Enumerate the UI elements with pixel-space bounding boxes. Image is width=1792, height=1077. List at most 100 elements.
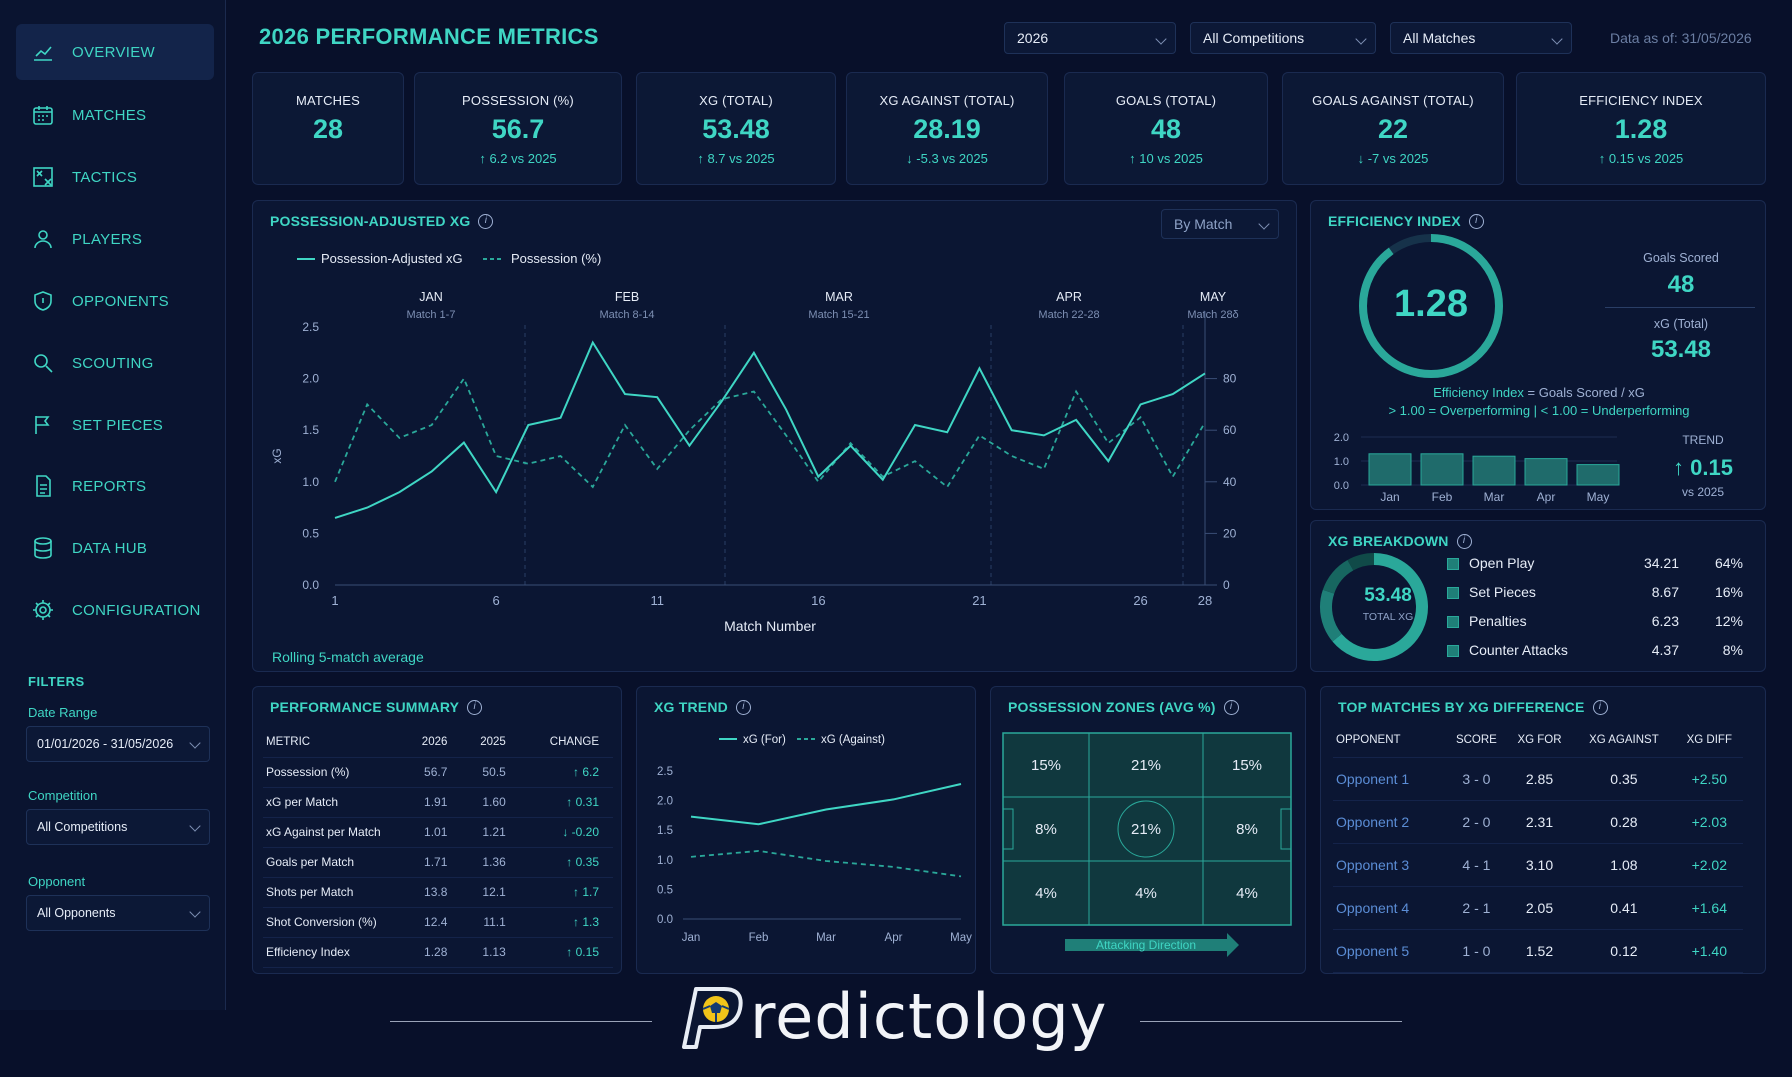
pax-view-select[interactable]: By Match xyxy=(1161,209,1279,239)
info-icon[interactable]: i xyxy=(478,213,494,229)
top-matches-cell: +1.40 xyxy=(1691,942,1728,959)
data-as-of: Data as of: 31/05/2026 xyxy=(1610,30,1752,46)
nav-item-opponents[interactable]: OPPONENTS xyxy=(16,273,214,329)
goals-scored-label: Goals Scored xyxy=(1643,251,1719,265)
trend-x-tick: May xyxy=(950,932,972,944)
donut-total: 53.48 xyxy=(1364,585,1412,606)
divider xyxy=(1605,307,1755,308)
series-xg-against-line xyxy=(690,850,962,878)
summary-cell: Possession (%) xyxy=(266,765,350,779)
table-row[interactable]: Opponent 2 2 - 0 2.31 0.28 +2.03 xyxy=(1333,800,1743,843)
competition-filter-select[interactable]: All Competitions xyxy=(1190,22,1376,54)
info-icon[interactable]: i xyxy=(467,699,483,715)
competition-select[interactable]: All Competitions xyxy=(26,809,210,845)
month-range: Match 1-7 xyxy=(407,309,456,321)
year-select[interactable]: 2026 xyxy=(1004,22,1176,54)
database-icon xyxy=(30,535,56,561)
summary-cell: 13.8 xyxy=(424,885,448,899)
sidebar: OVERVIEW MATCHES TACTICS PLAYERS OPPONENTS SC… xyxy=(0,0,226,1010)
info-icon[interactable]: i xyxy=(735,699,751,715)
summary-cell: ↓ -0.20 xyxy=(562,825,599,839)
info-icon[interactable]: i xyxy=(1592,699,1608,715)
nav-item-matches[interactable]: MATCHES xyxy=(16,87,214,143)
kpi-delta: ↓ -5.3 vs 2025 xyxy=(906,151,988,166)
efficiency-bar-chart: 0.0 1.0 2.0 Jan Feb Mar Apr May xyxy=(1334,432,1620,504)
donut-slice-open-play xyxy=(1332,553,1428,661)
kpi-label: GOALS AGAINST (TOTAL) xyxy=(1312,93,1474,108)
nav-item-players[interactable]: PLAYERS xyxy=(16,211,214,267)
kpi-label: EFFICIENCY INDEX xyxy=(1579,93,1703,108)
trend-x-tick: Apr xyxy=(885,932,903,944)
summary-cell: 1.60 xyxy=(482,795,506,809)
xg-breakdown-label: Counter Attacks xyxy=(1469,642,1568,658)
trend-x-tick: Mar xyxy=(816,932,836,944)
nav-item-label: SCOUTING xyxy=(72,354,154,372)
nav-item-label: DATA HUB xyxy=(72,539,148,557)
kpi-card-matches: MATCHES 28 xyxy=(252,72,404,185)
kpi-value: 1.28 xyxy=(1614,114,1668,144)
y2-tick-label: 40 xyxy=(1223,475,1237,489)
info-icon[interactable]: i xyxy=(1468,213,1484,229)
xg-breakdown-value: 6.23 xyxy=(1651,613,1679,629)
xg-total-label: xG (Total) xyxy=(1653,317,1709,331)
nav-item-reports[interactable]: REPORTS xyxy=(16,458,214,514)
eff-bar-feb xyxy=(1420,453,1464,486)
pax-title-text: POSSESSION-ADJUSTED XG xyxy=(270,213,471,229)
top-matches-cell[interactable]: Opponent 5 xyxy=(1336,942,1410,959)
kpi-label: XG AGAINST (TOTAL) xyxy=(879,93,1015,108)
nav-item-tactics[interactable]: TACTICS xyxy=(16,149,214,205)
table-row[interactable]: Opponent 3 4 - 1 3.10 1.08 +2.02 xyxy=(1333,843,1743,886)
chevron-down-icon xyxy=(189,737,201,749)
top-matches-cell[interactable]: Opponent 1 xyxy=(1336,770,1410,787)
x-tick-label: 1 xyxy=(331,593,338,608)
kpi-delta: ↓ -7 vs 2025 xyxy=(1357,151,1429,166)
summary-cell: 12.1 xyxy=(482,885,506,899)
xg-trend-chart: xG (For) xG (Against) 0.0 0.5 1.0 1.5 2.0 2.5 Ja… xyxy=(657,734,972,944)
top-matches-title: TOP MATCHES BY XG DIFFERENCE i xyxy=(1338,699,1608,715)
summary-header-cell: METRIC xyxy=(266,735,311,748)
kpi-value: 28 xyxy=(312,114,344,144)
chevron-down-icon xyxy=(1355,33,1367,45)
donut-slice-counter-attacks xyxy=(1347,553,1375,571)
date-range-label: Date Range xyxy=(28,705,98,720)
series-possession-line xyxy=(334,376,1206,489)
top-matches-cell[interactable]: Opponent 2 xyxy=(1336,813,1410,830)
document-icon xyxy=(30,473,56,499)
brand-name: redictology xyxy=(750,980,1108,1053)
info-icon[interactable]: i xyxy=(1223,699,1239,715)
nav-item-scouting[interactable]: SCOUTING xyxy=(16,335,214,391)
table-row[interactable]: Opponent 5 1 - 0 1.52 0.12 +1.40 xyxy=(1333,929,1743,972)
top-matches-cell: 2.85 xyxy=(1525,770,1554,787)
legend-swatch xyxy=(1447,645,1459,657)
top-matches-cell[interactable]: Opponent 4 xyxy=(1336,899,1410,916)
trend-x-tick: Jan xyxy=(682,932,701,944)
info-icon[interactable]: i xyxy=(1456,533,1472,549)
summary-cell: ↑ 1.3 xyxy=(572,915,599,929)
top-matches-cell[interactable]: Opponent 3 xyxy=(1336,856,1410,873)
nav-item-configuration[interactable]: CONFIGURATION xyxy=(16,582,214,638)
table-row[interactable]: Opponent 1 3 - 0 2.85 0.35 +2.50 xyxy=(1333,757,1743,800)
xg-trend-title: XG TREND i xyxy=(654,699,751,715)
summary-cell: ↑ 0.35 xyxy=(566,855,599,869)
opponent-select[interactable]: All Opponents xyxy=(26,895,210,931)
matches-filter-select[interactable]: All Matches xyxy=(1390,22,1572,54)
nav-item-data-hub[interactable]: DATA HUB xyxy=(16,520,214,576)
top-matches-cell: 2 - 0 xyxy=(1462,813,1491,830)
chevron-down-icon xyxy=(1551,33,1563,45)
xg-breakdown-panel: XG BREAKDOWN i 53.48 TOTAL XG Open Play 3… xyxy=(1310,520,1766,672)
goals-scored-value: 48 xyxy=(1667,271,1695,298)
nav-item-overview[interactable]: OVERVIEW xyxy=(16,24,214,80)
competition-value: All Competitions xyxy=(37,820,128,834)
date-range-select[interactable]: 01/01/2026 - 31/05/2026 xyxy=(26,726,210,762)
nav-item-set-pieces[interactable]: SET PIECES xyxy=(16,397,214,453)
table-row[interactable]: Opponent 4 2 - 1 2.05 0.41 +1.64 xyxy=(1333,886,1743,929)
summary-cell: 1.01 xyxy=(424,825,448,839)
kpi-delta: ↑ 8.7 vs 2025 xyxy=(697,151,775,166)
top-matches-cell: 0.28 xyxy=(1610,813,1638,830)
month-range: Match 8-14 xyxy=(599,309,654,321)
top-matches-cell: 0.41 xyxy=(1610,899,1638,916)
pitch-outline xyxy=(1002,732,1292,926)
eff-x-tick: Apr xyxy=(1537,490,1556,504)
efficiency-formula-rest: = Goals Scored / xG xyxy=(1523,385,1645,400)
page-title: 2026 PERFORMANCE METRICS xyxy=(259,24,599,49)
